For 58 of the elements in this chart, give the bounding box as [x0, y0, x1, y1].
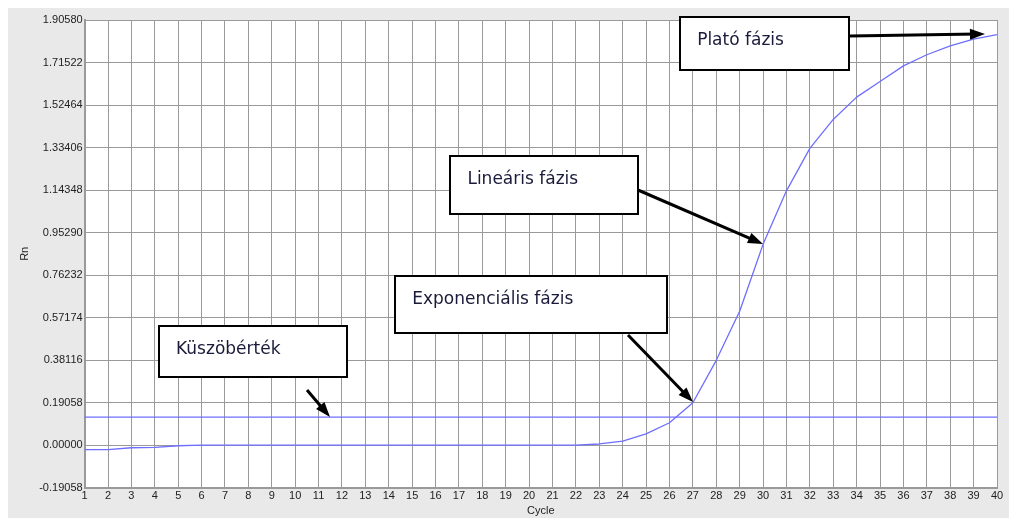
annotation: Küszöbérték	[176, 337, 281, 358]
y-tick-label: 1.71522	[42, 55, 83, 68]
y-tick-label: 0.38116	[43, 353, 83, 366]
x-tick-label: 6	[198, 489, 205, 502]
x-tick-label: 29	[733, 489, 746, 502]
y-tick-label: -0.19058	[39, 480, 83, 493]
x-tick-label: 33	[827, 489, 840, 502]
x-tick-label: 11	[312, 489, 325, 502]
y-tick-label: 0.00000	[42, 438, 83, 451]
y-tick-label: 0.19058	[42, 395, 83, 408]
x-tick-label: 17	[452, 489, 466, 502]
x-tick-label: 35	[873, 489, 887, 502]
x-tick-label: 32	[803, 489, 816, 502]
x-tick-label: 3	[128, 489, 135, 502]
x-tick-label: 38	[944, 489, 957, 502]
annotation: Exponenciális fázis	[412, 288, 574, 309]
x-tick-label: 10	[289, 489, 302, 502]
x-tick-label: 26	[663, 489, 676, 502]
x-tick-label: 40	[990, 489, 1004, 502]
x-tick-label: 31	[780, 489, 793, 502]
x-tick-label: 8	[245, 489, 252, 502]
y-tick-label: 1.33406	[42, 140, 83, 153]
annotation: Plató fázis	[697, 29, 784, 50]
x-axis-title: Cycle	[527, 504, 555, 517]
x-tick-label: 14	[382, 489, 395, 502]
x-tick-label: 21	[546, 489, 559, 502]
x-tick-label: 12	[335, 489, 349, 502]
y-tick-label: 0.95290	[42, 225, 83, 238]
x-tick-label: 36	[897, 489, 910, 502]
x-tick-label: 20	[522, 489, 536, 502]
y-tick-label: 1.52464	[42, 98, 83, 111]
y-tick-label: 1.90580	[42, 13, 83, 26]
y-tick-label: 0.57174	[42, 310, 83, 323]
x-tick-label: 37	[920, 489, 933, 502]
x-tick-label: 28	[710, 489, 723, 502]
x-tick-label: 30	[756, 489, 770, 502]
x-tick-label: 2	[104, 489, 112, 502]
x-tick-label: 19	[499, 489, 512, 502]
x-tick-label: 4	[151, 489, 158, 502]
x-tick-label: 5	[175, 489, 182, 502]
annotation: Lineáris fázis	[467, 168, 579, 189]
y-tick-label: 0.76232	[42, 268, 83, 281]
x-tick-label: 16	[429, 489, 442, 502]
x-tick-label: 34	[850, 489, 863, 502]
x-tick-label: 25	[639, 489, 653, 502]
x-tick-label: 7	[221, 489, 229, 502]
y-tick-label: 1.14348	[42, 183, 83, 196]
x-tick-label: 1	[81, 489, 88, 502]
x-tick-label: 24	[616, 489, 629, 502]
x-tick-label: 22	[569, 489, 583, 502]
x-tick-label: 27	[686, 489, 699, 502]
x-tick-label: 13	[359, 489, 372, 502]
x-tick-label: 18	[476, 489, 489, 502]
x-tick-label: 23	[593, 489, 606, 502]
x-tick-label: 9	[268, 489, 275, 502]
x-tick-label: 15	[406, 489, 419, 502]
x-tick-label: 39	[967, 489, 980, 502]
y-axis-title: Rn	[17, 246, 30, 261]
